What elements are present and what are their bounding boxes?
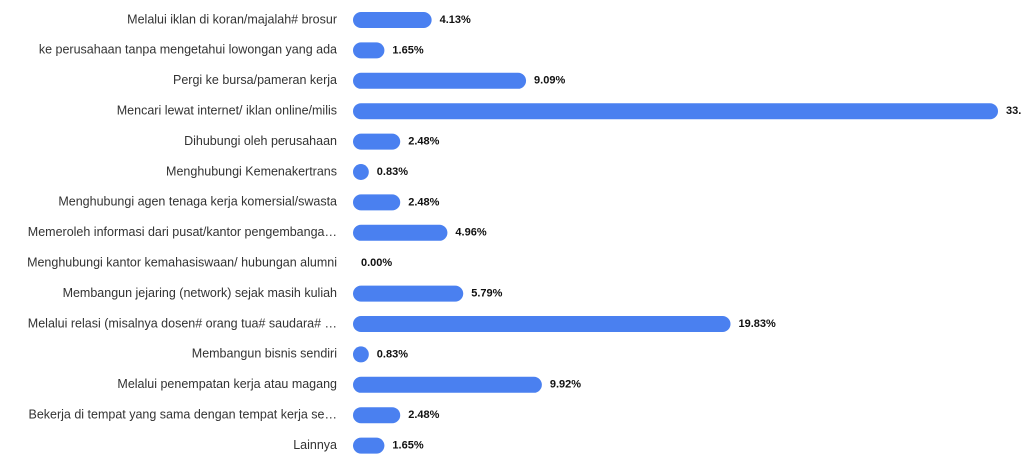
- bar: [353, 437, 385, 454]
- category-label: Membangun bisnis sendiri: [192, 347, 337, 361]
- value-label: 0.83%: [377, 166, 408, 178]
- value-label: 19.83%: [739, 318, 777, 330]
- value-label: 4.13%: [440, 14, 471, 26]
- category-label: Bekerja di tempat yang sama dengan tempa…: [28, 407, 337, 421]
- value-label: 4.96%: [455, 227, 486, 239]
- value-label: 2.48%: [408, 409, 439, 421]
- bar: [353, 346, 369, 363]
- category-label: Mencari lewat internet/ iklan online/mil…: [117, 103, 337, 117]
- category-label: Memeroleh informasi dari pusat/kantor pe…: [28, 225, 337, 239]
- value-label: 2.48%: [408, 196, 439, 208]
- bar: [353, 42, 385, 59]
- value-label: 33.88%: [1006, 105, 1021, 117]
- bar: [353, 224, 448, 241]
- bar: [353, 103, 998, 120]
- value-label: 5.79%: [471, 288, 502, 300]
- category-label: Pergi ke bursa/pameran kerja: [173, 73, 337, 87]
- value-label: 1.65%: [392, 44, 423, 56]
- value-label: 2.48%: [408, 136, 439, 148]
- value-label: 1.65%: [392, 440, 423, 452]
- bar: [353, 285, 464, 302]
- category-label: Menghubungi agen tenaga kerja komersial/…: [58, 195, 337, 209]
- bar: [353, 164, 369, 180]
- category-label: Menghubungi kantor kemahasiswaan/ hubung…: [27, 255, 337, 269]
- category-label: Melalui iklan di koran/majalah# brosur: [127, 12, 337, 26]
- category-label: Menghubungi Kemenakertrans: [166, 164, 337, 178]
- bar: [353, 133, 401, 150]
- bar: [353, 12, 432, 28]
- bar: [353, 407, 401, 424]
- category-label: Lainnya: [293, 438, 337, 452]
- value-label: 9.92%: [550, 379, 581, 391]
- value-label: 0.83%: [377, 348, 408, 360]
- category-label: Dihubungi oleh perusahaan: [184, 134, 337, 148]
- category-label: Membangun jejaring (network) sejak masih…: [63, 286, 337, 300]
- category-label: Melalui penempatan kerja atau magang: [117, 377, 337, 391]
- category-label: Melalui relasi (misalnya dosen# orang tu…: [28, 316, 337, 330]
- category-label: ke perusahaan tanpa mengetahui lowongan …: [39, 43, 337, 57]
- bar: [353, 376, 542, 393]
- bar: [353, 194, 401, 211]
- value-label: 9.09%: [534, 75, 565, 87]
- bar: [353, 316, 731, 332]
- value-label: 0.00%: [361, 257, 392, 269]
- bar: [353, 72, 527, 89]
